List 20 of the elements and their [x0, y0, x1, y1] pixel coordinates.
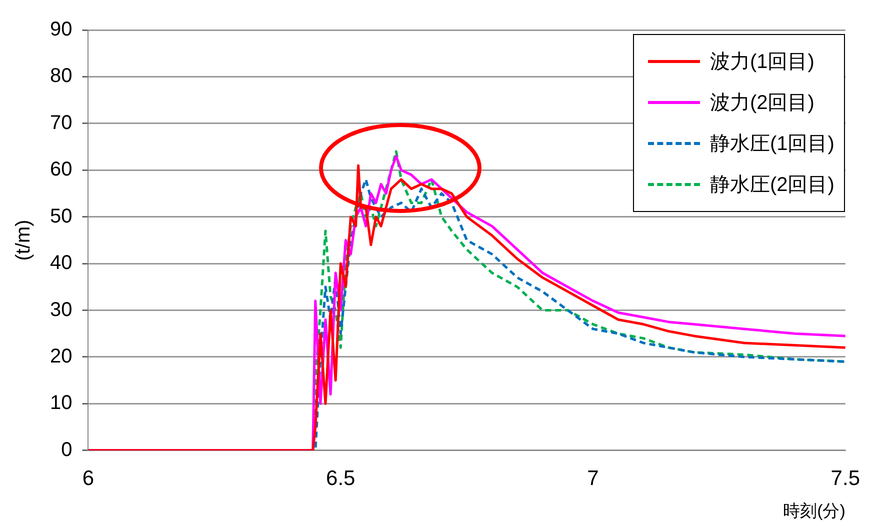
x-tick-label: 6.5 — [326, 466, 356, 490]
y-tick-label: 70 — [50, 112, 72, 134]
y-tick-label: 50 — [50, 205, 72, 228]
y-tick-label: 30 — [50, 298, 72, 321]
x-tick-label: 6 — [82, 466, 94, 490]
y-tick-label: 80 — [50, 65, 72, 88]
legend-label: 波力(2回目) — [710, 91, 814, 116]
x-tick-label: 7 — [587, 466, 599, 490]
y-tick-label: 60 — [50, 158, 72, 181]
legend-label: 静水圧(1回目) — [710, 132, 834, 157]
x-tick-label: 7.5 — [830, 466, 860, 490]
legend-label: 波力(1回目) — [710, 50, 814, 75]
x-axis-title: 時刻(分) — [783, 501, 846, 520]
y-tick-label: 0 — [61, 438, 72, 461]
legend-label: 静水圧(2回目) — [710, 173, 834, 198]
y-tick-label: 10 — [50, 392, 72, 414]
y-tick-label: 40 — [50, 252, 72, 274]
y-tick-label: 20 — [50, 345, 72, 368]
y-tick-label: 90 — [50, 18, 72, 41]
y-axis-title: (t/m) — [12, 220, 35, 261]
